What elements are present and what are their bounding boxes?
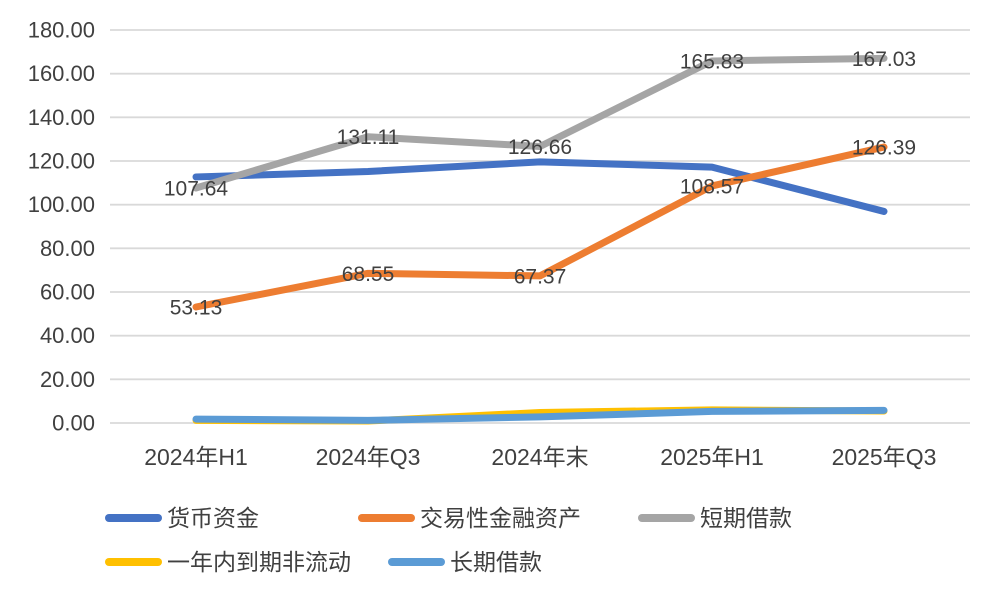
legend-line-swatch bbox=[358, 514, 415, 522]
x-axis-category-label: 2024年Q3 bbox=[316, 444, 421, 470]
data-label: 126.39 bbox=[852, 137, 916, 160]
series-line bbox=[192, 406, 888, 424]
x-axis-category-label: 2025年Q3 bbox=[832, 444, 937, 470]
y-axis-tick-label: 0.00 bbox=[52, 411, 95, 436]
data-label: 126.66 bbox=[508, 136, 572, 159]
x-axis-category-label: 2025年H1 bbox=[660, 444, 764, 470]
x-axis-category-label: 2024年H1 bbox=[144, 444, 248, 470]
legend-label: 长期借款 bbox=[450, 549, 542, 575]
y-axis-tick-label: 80.00 bbox=[40, 236, 95, 261]
series-line bbox=[192, 54, 888, 192]
x-axis-category-label: 2024年末 bbox=[491, 444, 588, 470]
y-axis-tick-label: 120.00 bbox=[28, 149, 95, 174]
legend-item: 一年内到期非流动 bbox=[105, 549, 351, 575]
legend-line-swatch bbox=[388, 558, 445, 566]
legend-item: 货币资金 bbox=[105, 505, 259, 531]
data-label: 68.55 bbox=[342, 263, 395, 286]
series-line bbox=[192, 143, 888, 311]
y-axis-tick-label: 40.00 bbox=[40, 323, 95, 348]
legend-line-swatch bbox=[105, 558, 162, 566]
legend-line-swatch bbox=[638, 514, 695, 522]
data-label: 53.13 bbox=[170, 296, 223, 319]
legend-item: 长期借款 bbox=[388, 549, 542, 575]
data-label: 165.83 bbox=[680, 50, 744, 73]
legend-label: 短期借款 bbox=[700, 505, 792, 531]
data-label: 107.64 bbox=[164, 177, 229, 200]
legend-line-swatch bbox=[105, 514, 162, 522]
data-label: 167.03 bbox=[852, 48, 916, 71]
data-label: 131.11 bbox=[337, 126, 400, 149]
y-axis-tick-label: 100.00 bbox=[28, 192, 95, 217]
legend-item: 交易性金融资产 bbox=[358, 505, 581, 531]
data-label: 108.57 bbox=[680, 175, 744, 198]
legend-label: 一年内到期非流动 bbox=[167, 549, 351, 575]
legend-label: 交易性金融资产 bbox=[420, 505, 581, 531]
y-axis-tick-label: 180.00 bbox=[28, 18, 95, 43]
legend-label: 货币资金 bbox=[167, 505, 259, 531]
y-axis-tick-label: 60.00 bbox=[40, 280, 95, 305]
y-axis-tick-label: 20.00 bbox=[40, 367, 95, 392]
legend-item: 短期借款 bbox=[638, 505, 792, 531]
series-line bbox=[192, 158, 888, 215]
y-axis-tick-label: 140.00 bbox=[28, 105, 95, 130]
data-label: 67.37 bbox=[514, 265, 567, 288]
y-axis-tick-label: 160.00 bbox=[28, 61, 95, 86]
